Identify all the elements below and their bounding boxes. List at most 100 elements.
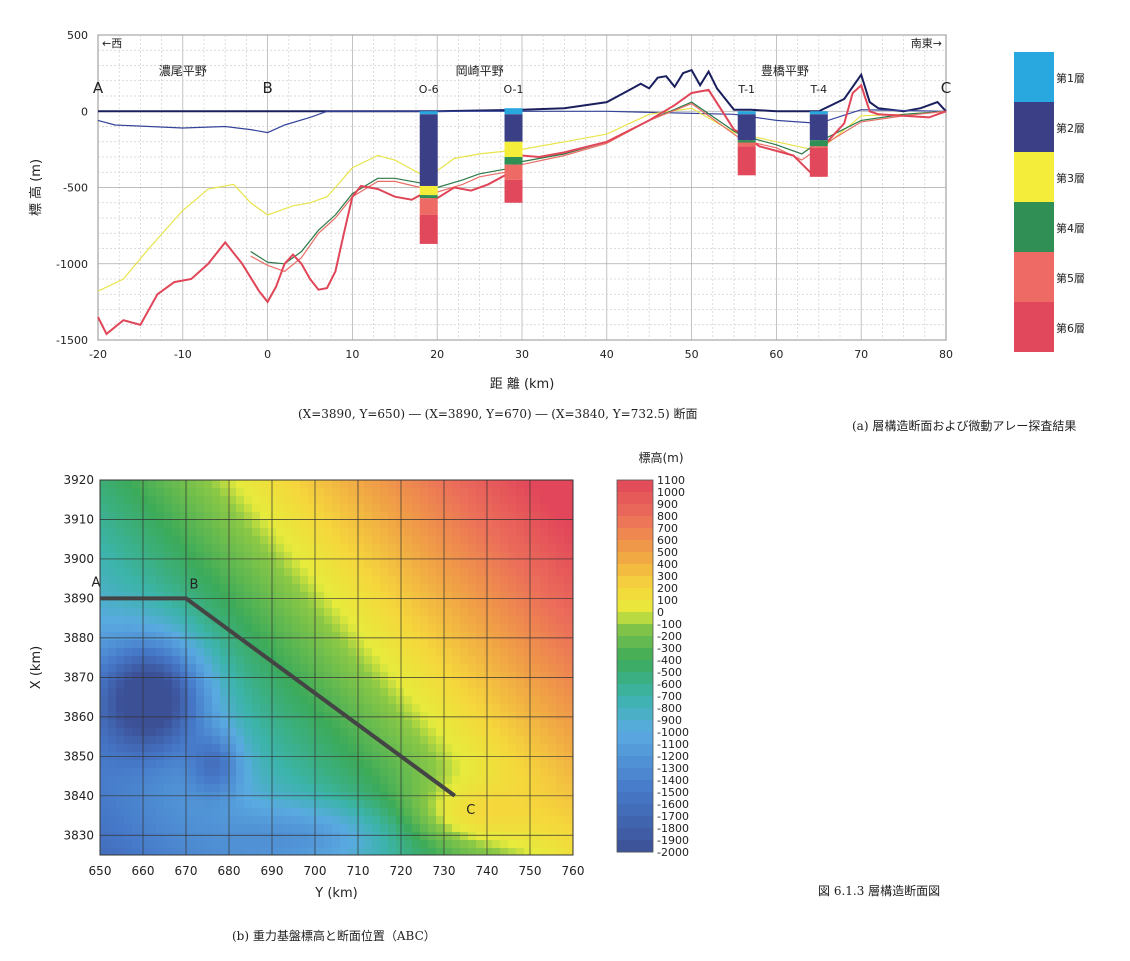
heatmap-cell xyxy=(332,592,341,601)
colorbar-cell xyxy=(617,612,653,625)
heatmap-cell xyxy=(492,712,501,721)
heatmap-cell xyxy=(284,496,293,505)
heatmap-cell xyxy=(428,784,437,793)
heatmap-cell xyxy=(532,664,541,673)
heatmap-cell xyxy=(220,640,229,649)
heatmap-cell xyxy=(132,600,141,609)
heatmap-cell xyxy=(540,792,549,801)
heatmap-cell xyxy=(540,552,549,561)
heatmap-cell xyxy=(500,728,509,737)
heatmap-cell xyxy=(220,552,229,561)
heatmap-cell xyxy=(220,528,229,537)
heatmap-cell xyxy=(476,664,485,673)
heatmap-cell xyxy=(236,544,245,553)
heatmap-cell xyxy=(436,520,445,529)
heatmap-cell xyxy=(388,576,397,585)
heatmap-cell xyxy=(308,656,317,665)
heatmap-cell xyxy=(524,520,533,529)
heatmap-cell xyxy=(220,712,229,721)
heatmap-cell xyxy=(220,784,229,793)
heatmap-cell xyxy=(140,608,149,617)
heatmap-cell xyxy=(172,760,181,769)
heatmap-cell xyxy=(348,656,357,665)
heatmap-cell xyxy=(452,848,461,856)
heatmap-cell xyxy=(324,528,333,537)
heatmap-cell xyxy=(356,480,365,489)
borehole-layer xyxy=(737,111,756,115)
heatmap-cell xyxy=(260,528,269,537)
heatmap-cell xyxy=(364,800,373,809)
heatmap-cell xyxy=(180,832,189,841)
heatmap-cell xyxy=(484,680,493,689)
heatmap-cell xyxy=(132,488,141,497)
heatmap-cell xyxy=(388,848,397,856)
heatmap-cell xyxy=(564,680,573,689)
heatmap-cell xyxy=(236,680,245,689)
heatmap-cell xyxy=(540,800,549,809)
heatmap-cell xyxy=(420,592,429,601)
heatmap-cell xyxy=(372,632,381,641)
heatmap-cell xyxy=(484,512,493,521)
heatmap-cell xyxy=(356,840,365,849)
heatmap-cell xyxy=(556,688,565,697)
heatmap-cell xyxy=(332,480,341,489)
heatmap-cell xyxy=(548,848,557,856)
heatmap-cell xyxy=(388,656,397,665)
heatmap-cell xyxy=(188,792,197,801)
heatmap-cell xyxy=(164,656,173,665)
heatmap-cell xyxy=(212,768,221,777)
heatmap-cell xyxy=(252,592,261,601)
heatmap-cell xyxy=(372,760,381,769)
heatmap-cell xyxy=(308,648,317,657)
heatmap-cell xyxy=(284,640,293,649)
heatmap-cell xyxy=(484,784,493,793)
colorbar-cell xyxy=(617,504,653,517)
heatmap-cell xyxy=(332,680,341,689)
heatmap-cell xyxy=(220,704,229,713)
heatmap-cell xyxy=(324,816,333,825)
borehole-layer xyxy=(809,140,828,147)
map-x-tick-label: 680 xyxy=(218,864,241,878)
heatmap-cell xyxy=(524,608,533,617)
heatmap-cell xyxy=(284,576,293,585)
map-y-tick-label: 3840 xyxy=(63,789,94,803)
heatmap-cell xyxy=(116,720,125,729)
heatmap-cell xyxy=(508,664,517,673)
colorbar-cell xyxy=(617,624,653,637)
heatmap-cell xyxy=(140,520,149,529)
heatmap-cell xyxy=(316,832,325,841)
heatmap-cell xyxy=(340,544,349,553)
heatmap-cell xyxy=(140,656,149,665)
colorbar-tick-label: -2000 xyxy=(657,846,689,859)
heatmap-cell xyxy=(324,664,333,673)
heatmap-cell xyxy=(148,792,157,801)
heatmap-cell xyxy=(540,672,549,681)
heatmap-cell xyxy=(516,696,525,705)
heatmap-cell xyxy=(436,608,445,617)
heatmap-cell xyxy=(364,528,373,537)
heatmap-cell xyxy=(204,840,213,849)
heatmap-cell xyxy=(564,800,573,809)
heatmap-cell xyxy=(116,592,125,601)
heatmap-cell xyxy=(316,800,325,809)
heatmap-cell xyxy=(196,544,205,553)
heatmap-cell xyxy=(308,616,317,625)
heatmap-cell xyxy=(476,848,485,856)
heatmap-cell xyxy=(500,640,509,649)
heatmap-cell xyxy=(284,592,293,601)
heatmap-cell xyxy=(228,640,237,649)
heatmap-cell xyxy=(348,496,357,505)
heatmap-cell xyxy=(148,632,157,641)
colorbar-cell xyxy=(617,708,653,721)
heatmap-cell xyxy=(124,552,133,561)
heatmap-cell xyxy=(364,656,373,665)
heatmap-cell xyxy=(436,720,445,729)
heatmap-cell xyxy=(108,480,117,489)
heatmap-cell xyxy=(540,704,549,713)
heatmap-cell xyxy=(468,824,477,833)
heatmap-cell xyxy=(244,520,253,529)
heatmap-cell xyxy=(108,824,117,833)
heatmap-cell xyxy=(180,792,189,801)
heatmap-cell xyxy=(564,816,573,825)
heatmap-cell xyxy=(540,544,549,553)
